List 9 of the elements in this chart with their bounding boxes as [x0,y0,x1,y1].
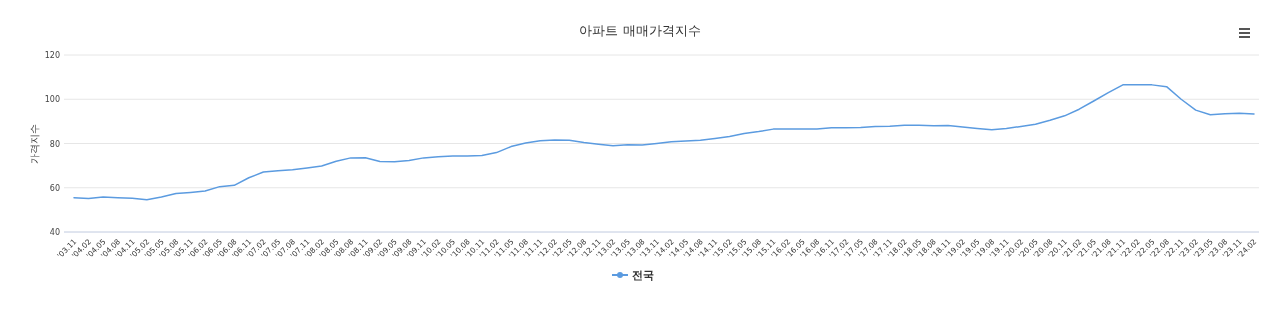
chart-title: 아파트 매매가격지수 [579,23,701,38]
y-tick-label: 60 [49,183,60,193]
y-tick-label: 100 [44,95,60,105]
y-tick-label: 120 [44,51,60,60]
legend-label: 전국 [632,269,654,282]
y-tick-label: 40 [49,228,60,237]
y-axis-title: 가격지수 [29,123,40,164]
y-tick-label: 80 [49,139,60,149]
line-series [73,83,1255,201]
